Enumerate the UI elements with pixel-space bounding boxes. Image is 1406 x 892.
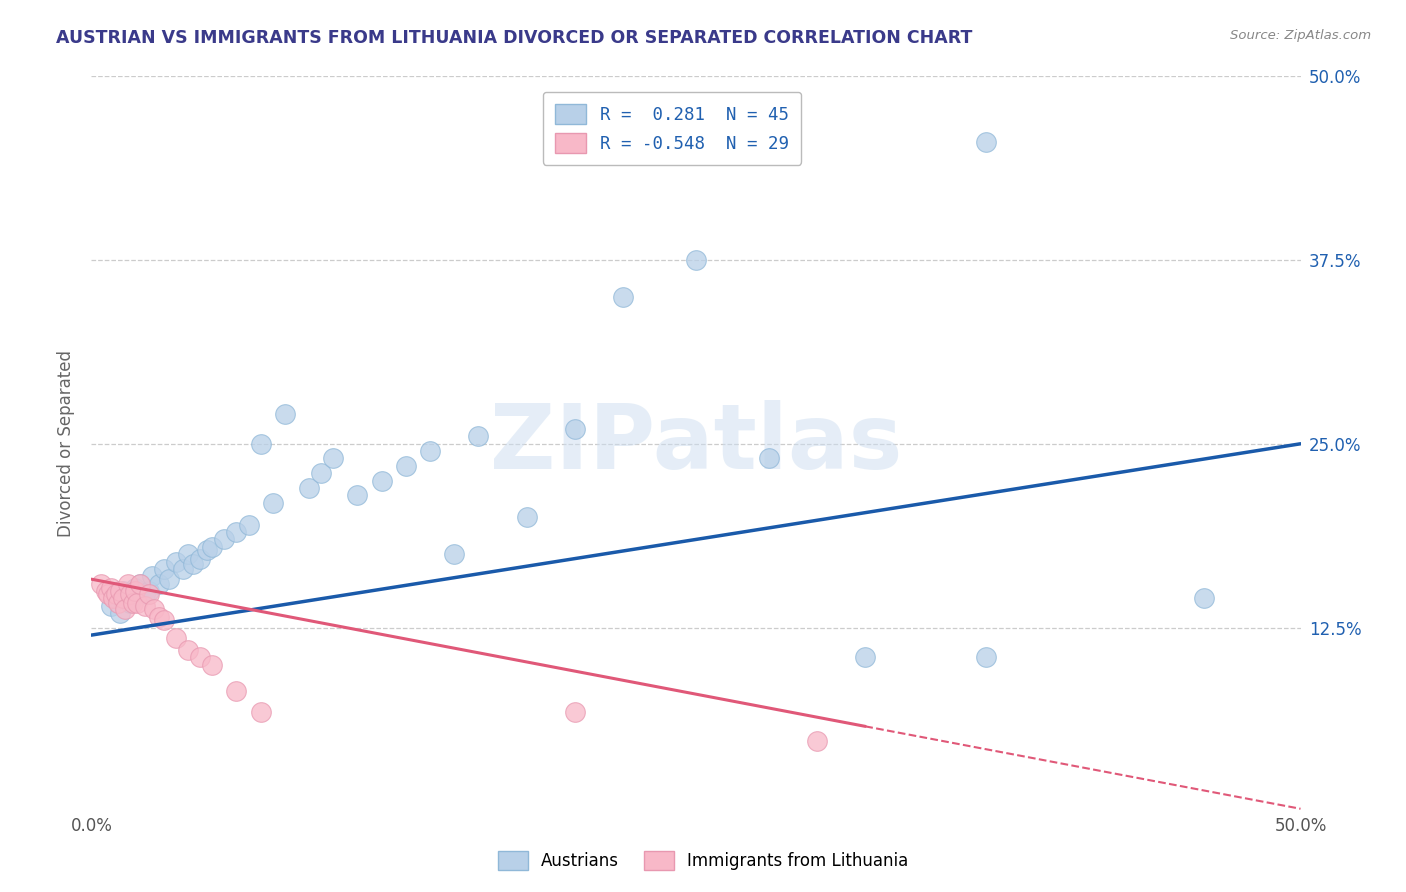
Point (111, 584, 134, 599)
Point (100, 599, 122, 613)
Point (467, 429, 489, 443)
Point (298, 481, 321, 495)
Point (134, 587, 156, 601)
Point (262, 496, 284, 510)
Point (101, 591, 124, 606)
Point (94, 584, 117, 599)
Point (685, 252, 707, 267)
Point (114, 601, 136, 615)
Point (138, 584, 160, 599)
Point (201, 657, 224, 672)
Point (128, 576, 150, 591)
Point (370, 474, 392, 488)
Point (188, 551, 211, 566)
Point (758, 451, 780, 466)
Point (124, 584, 146, 599)
Point (165, 631, 187, 645)
Point (148, 610, 170, 624)
Point (153, 562, 176, 576)
Point (564, 705, 586, 719)
Point (165, 554, 187, 569)
Point (97, 587, 120, 601)
Legend: Austrians, Immigrants from Lithuania: Austrians, Immigrants from Lithuania (491, 844, 915, 877)
Point (177, 642, 200, 657)
Point (564, 422, 586, 436)
Point (100, 581, 122, 595)
Point (124, 581, 146, 595)
Point (201, 540, 224, 554)
Text: ZIPatlas: ZIPatlas (489, 400, 903, 488)
Point (806, 734, 828, 748)
Point (974, 135, 997, 149)
Point (120, 596, 142, 610)
Point (274, 407, 297, 421)
Point (127, 596, 149, 610)
Point (177, 547, 200, 561)
Point (104, 587, 127, 601)
Point (443, 547, 465, 561)
Point (138, 587, 160, 601)
Point (214, 533, 236, 547)
Point (974, 650, 997, 665)
Point (188, 650, 211, 665)
Point (309, 466, 332, 480)
Point (172, 562, 194, 576)
Point (107, 596, 129, 610)
Point (395, 458, 418, 473)
Point (322, 451, 344, 466)
Point (157, 572, 180, 586)
Point (141, 569, 163, 583)
Point (853, 650, 876, 665)
Point (516, 510, 538, 524)
Point (153, 614, 176, 628)
Point (612, 289, 634, 303)
Point (104, 591, 127, 606)
Point (197, 542, 219, 557)
Point (110, 606, 132, 620)
Point (181, 558, 204, 572)
Point (249, 436, 271, 450)
Point (117, 587, 139, 601)
Point (225, 524, 247, 539)
Point (148, 576, 170, 591)
Point (121, 596, 143, 610)
Point (120, 587, 142, 601)
Point (117, 576, 139, 591)
Point (1192, 591, 1215, 606)
Legend: R =  0.281  N = 45, R = -0.548  N = 29: R = 0.281 N = 45, R = -0.548 N = 29 (543, 92, 801, 165)
Point (249, 705, 271, 719)
Point (419, 444, 441, 458)
Point (90, 576, 112, 591)
Point (111, 591, 134, 606)
Point (238, 517, 260, 532)
Point (225, 684, 247, 698)
Point (128, 576, 150, 591)
Text: Source: ZipAtlas.com: Source: ZipAtlas.com (1230, 29, 1371, 42)
Point (143, 601, 166, 615)
Point (110, 584, 132, 599)
Text: AUSTRIAN VS IMMIGRANTS FROM LITHUANIA DIVORCED OR SEPARATED CORRELATION CHART: AUSTRIAN VS IMMIGRANTS FROM LITHUANIA DI… (56, 29, 973, 46)
Y-axis label: Divorced or Separated: Divorced or Separated (58, 351, 76, 537)
Point (346, 488, 368, 502)
Point (134, 599, 156, 613)
